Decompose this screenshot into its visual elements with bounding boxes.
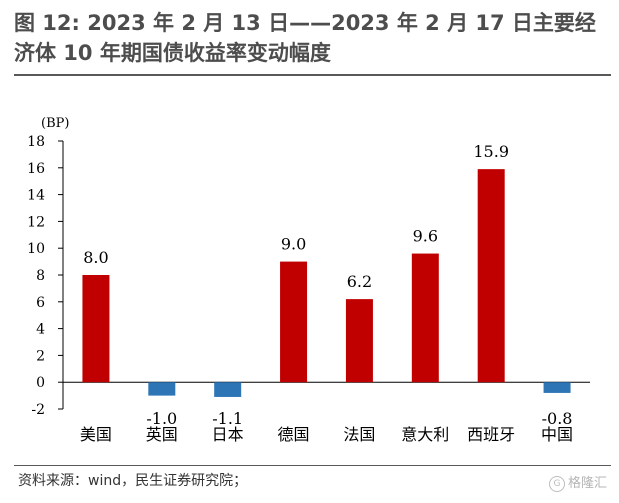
data-label: 9.6 — [413, 227, 438, 246]
value-labels: 8.0 -1.0 -1.1 9.0 6.2 9.6 15.9 -0.8 — [83, 142, 572, 428]
x-tick-label: 西班牙 — [467, 425, 515, 444]
data-label: 15.9 — [473, 142, 509, 161]
bar — [345, 299, 373, 383]
data-label: 9.0 — [281, 235, 306, 254]
x-tick-label: 意大利 — [401, 425, 449, 444]
bar — [411, 253, 439, 383]
bar — [477, 169, 505, 383]
data-label: -0.8 — [542, 409, 573, 428]
y-tick-label: 8 — [36, 268, 45, 284]
chart-title: 图 12: 2023 年 2 月 13 日——2023 年 2 月 17 日主要… — [14, 11, 596, 65]
title-divider — [14, 74, 611, 76]
y-tick-label: 16 — [27, 161, 45, 177]
y-tick-label: 12 — [27, 214, 45, 230]
y-tick-label: -2 — [31, 402, 45, 418]
x-tick-label: 德国 — [278, 425, 310, 444]
x-tick-label: 法国 — [343, 425, 375, 444]
bars — [82, 169, 571, 397]
watermark-text: 格隆汇 — [567, 476, 607, 491]
y-tick-label: 14 — [27, 188, 45, 204]
x-axis-labels: 美国 英国 日本 德国 法国 意大利 西班牙 中国 — [80, 425, 573, 444]
y-tick-label: 6 — [36, 295, 45, 311]
data-label: 8.0 — [83, 248, 108, 267]
y-axis-unit-label: (BP) — [41, 116, 69, 131]
bar — [148, 382, 176, 396]
watermark: G 格隆汇 — [548, 472, 607, 492]
bar — [82, 275, 110, 383]
y-tick-label: 18 — [27, 134, 45, 150]
data-label: -1.1 — [212, 409, 243, 428]
y-axis: (BP) -2 0 2 4 6 8 10 12 14 16 18 — [27, 116, 590, 418]
x-tick-label: 美国 — [80, 425, 112, 444]
y-tick-label: 10 — [27, 241, 45, 257]
data-label: -1.0 — [146, 409, 177, 428]
watermark-logo-icon: G — [548, 475, 565, 492]
source-note: 资料来源：wind，民生证券研究院； — [18, 473, 248, 489]
y-tick-label: 4 — [36, 322, 45, 338]
bar — [280, 261, 308, 383]
x-tick-label: 日本 — [212, 425, 244, 444]
data-label: 6.2 — [347, 272, 372, 291]
bar-chart: (BP) -2 0 2 4 6 8 10 12 14 16 18 8.0 -1.0 -1.1 9.0 6.2 9… — [27, 116, 590, 444]
bar — [543, 382, 571, 393]
x-tick-label: 英国 — [146, 425, 178, 444]
bar — [214, 382, 242, 397]
y-tick-label: 2 — [36, 348, 45, 364]
x-tick-label: 中国 — [541, 425, 573, 444]
source-divider — [14, 465, 611, 466]
y-tick-label: 0 — [36, 375, 45, 391]
